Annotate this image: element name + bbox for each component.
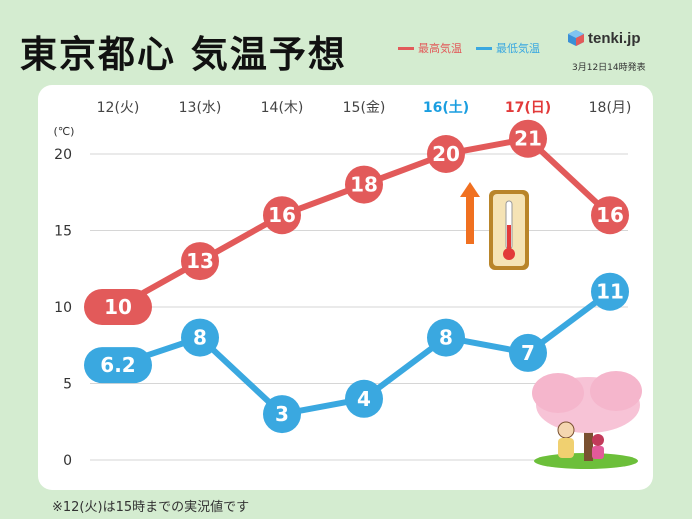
low-temp-value-label: 6.2: [100, 353, 135, 377]
low-temp-marker: [345, 379, 383, 418]
low-temp-marker: [263, 395, 301, 434]
high-temp-marker: [427, 135, 465, 173]
legend-low: 最低気温: [476, 40, 540, 56]
x-category-label: 16(土): [423, 99, 469, 116]
legend-low-label: 最低気温: [496, 42, 540, 55]
x-category-label: 15(金): [343, 100, 386, 116]
high-temp-value-label: 16: [268, 203, 296, 227]
x-category-label: 17(日): [505, 100, 551, 116]
y-tick-label: 10: [54, 300, 72, 316]
x-category-label: 12(火): [97, 100, 140, 116]
issued-time: 3月12日14時発表: [572, 63, 646, 73]
y-tick-label: 20: [54, 147, 72, 163]
high-temp-marker: [509, 119, 547, 158]
legend-high-swatch: [398, 46, 414, 50]
low-temp-value-label: 3: [275, 402, 289, 426]
legend-high: 最高気温: [398, 40, 462, 56]
footnote: ※12(火)は15時までの実況値です: [52, 500, 250, 515]
low-temp-marker: [181, 318, 219, 357]
low-temp-value-label: 8: [193, 326, 207, 350]
high-temp-marker: [591, 196, 629, 235]
high-temp-marker: [181, 242, 219, 281]
tenki-logo-icon: [568, 30, 584, 46]
high-temp-value-label: 10: [104, 295, 132, 319]
high-temp-value-label: 16: [596, 203, 624, 227]
high-temp-value-label: 13: [186, 249, 214, 273]
y-tick-label: 15: [54, 224, 72, 240]
low-temp-marker: [84, 347, 152, 384]
low-temp-marker: [427, 318, 465, 357]
high-temp-value-label: 18: [350, 173, 378, 197]
x-category-label: 13(水): [179, 100, 222, 116]
high-temp-line: [115, 135, 613, 310]
y-tick-label: 5: [63, 377, 72, 393]
legend-low-swatch: [476, 46, 492, 50]
page-title: 東京都心 気温予想: [20, 33, 347, 76]
x-category-label: 18(月): [589, 100, 632, 116]
y-tick-label: 0: [63, 453, 72, 469]
low-temp-value-label: 8: [439, 326, 453, 350]
low-temp-value-label: 11: [596, 280, 624, 304]
cherry-blossom-illustration: [532, 371, 642, 469]
high-temp-value-label: 20: [432, 142, 460, 166]
legend-high-label: 最高気温: [418, 42, 462, 55]
high-temp-marker: [345, 165, 383, 204]
temperature-chart: 0 5 10 15 20 (℃) 12(火) 13(水) 14(木) 15(金) 16(土) 17(日…: [54, 99, 642, 469]
high-temp-marker: [84, 289, 152, 325]
chart-panel: 0 5 10 15 20 (℃) 12(火) 13(水) 14(木) 15(金) 16(土) 17(日…: [38, 85, 653, 490]
low-temp-marker: [509, 333, 547, 372]
low-temp-value-label: 7: [521, 341, 535, 365]
y-unit-label: (℃): [54, 125, 75, 138]
thermometer-rising-icon: [460, 182, 529, 270]
x-category-label: 14(木): [261, 100, 304, 116]
low-temp-marker: [591, 272, 629, 311]
high-temp-value-label: 21: [514, 127, 542, 151]
tenki-logo-text: tenki.jp: [588, 29, 641, 47]
tenki-logo: tenki.jp: [567, 29, 641, 47]
high-temp-marker: [263, 196, 301, 235]
low-temp-value-label: 4: [357, 387, 371, 411]
